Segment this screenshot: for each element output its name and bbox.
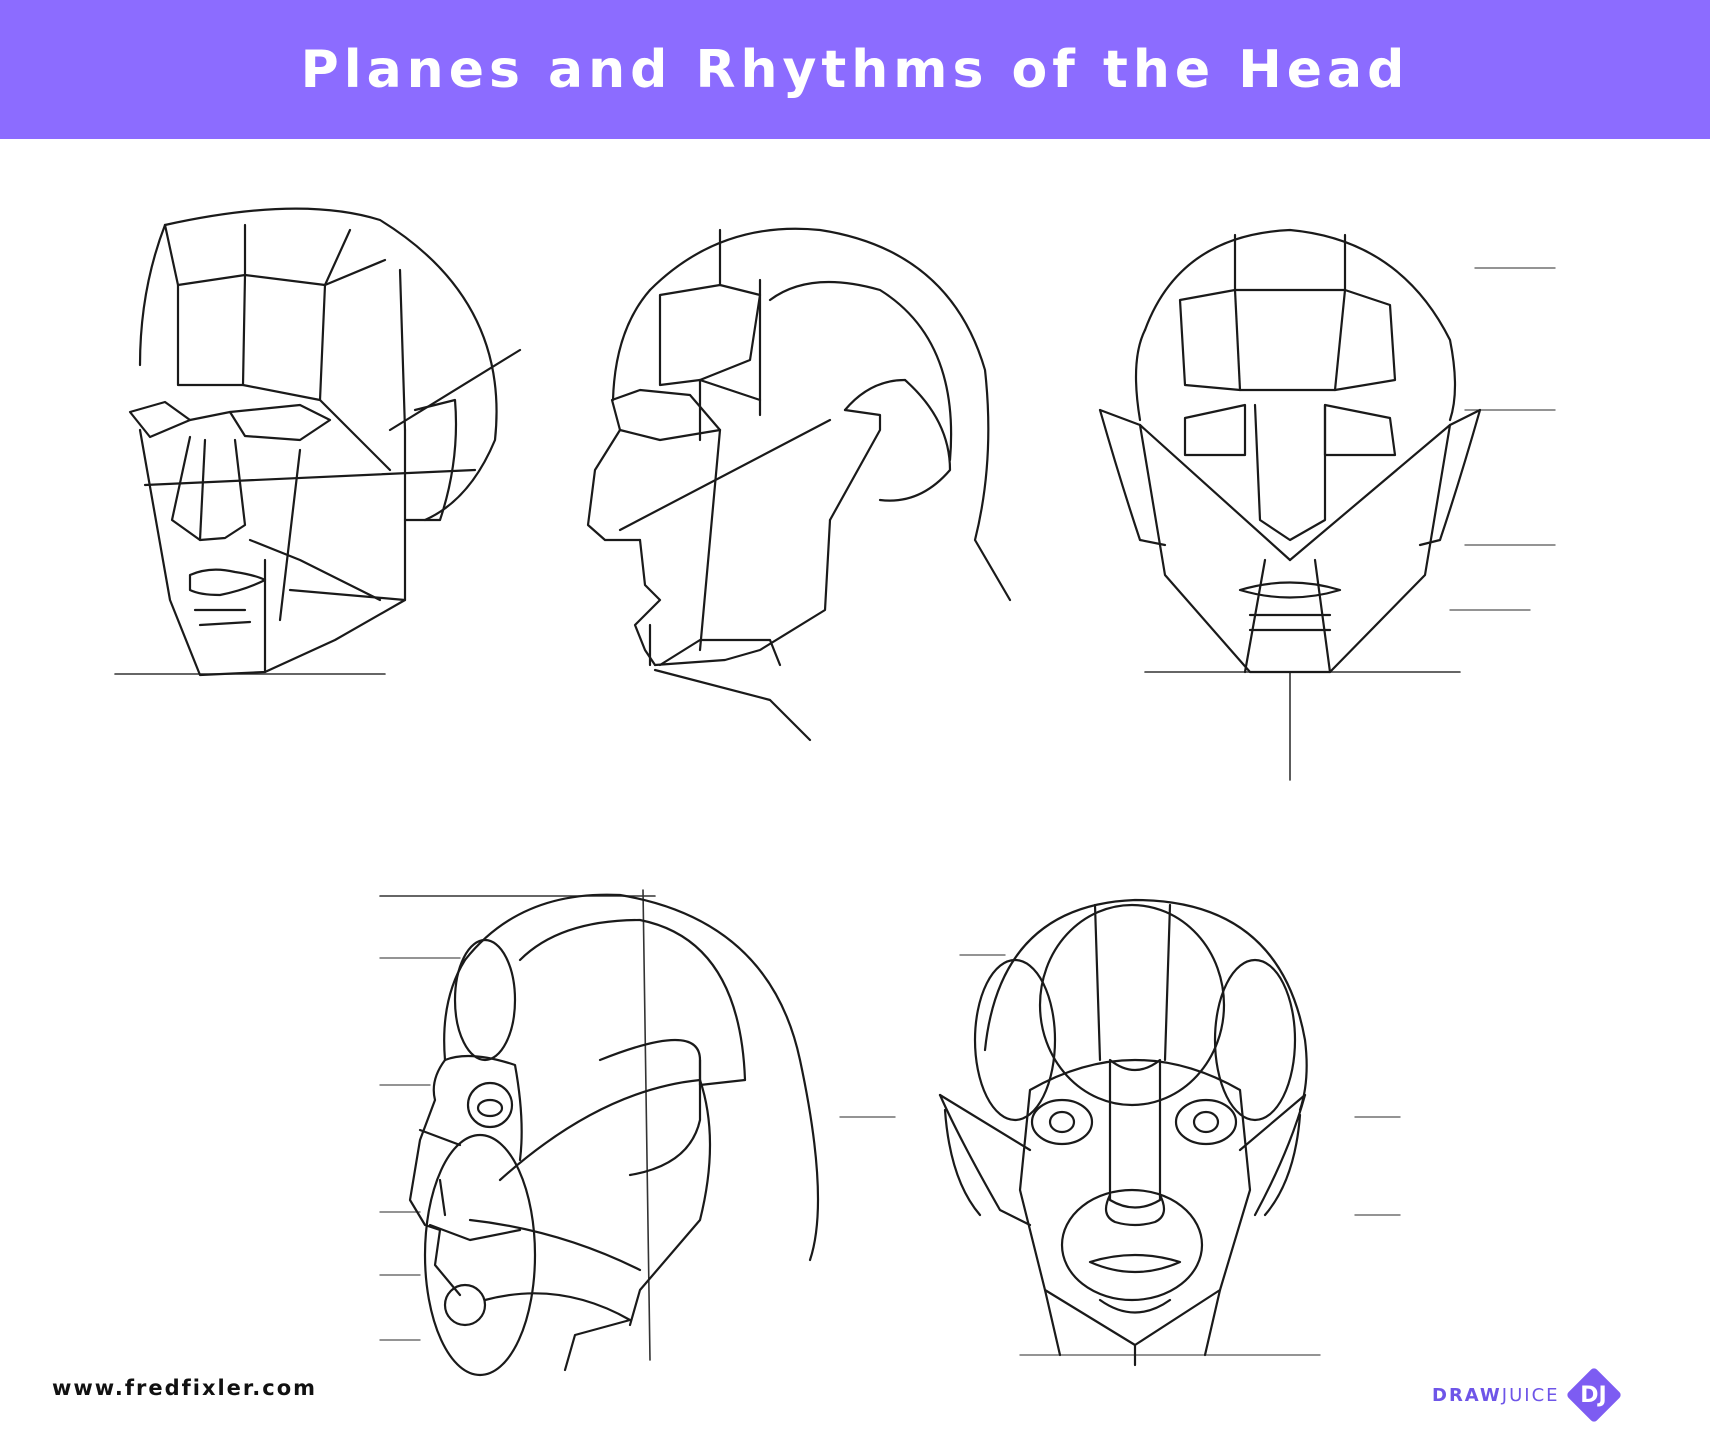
- logo-word-bold: DRAW: [1432, 1384, 1502, 1406]
- sketch-canvas: [114, 207, 1556, 1377]
- website-url[interactable]: www.fredfixler.com: [52, 1376, 318, 1400]
- logo-initials: DJ: [1580, 1382, 1607, 1408]
- logo-word-light: JUICE: [1501, 1384, 1560, 1406]
- logo-wordmark: DRAWJUICE: [1432, 1385, 1560, 1406]
- three-quarter-planar-head: [114, 207, 522, 677]
- title-banner: Planes and Rhythms of the Head: [0, 0, 1710, 139]
- profile-rhythm-head: [379, 889, 896, 1377]
- front-planar-head: [1098, 228, 1556, 781]
- profile-planar-head: [586, 227, 1012, 742]
- page-title: Planes and Rhythms of the Head: [300, 39, 1410, 100]
- front-rhythm-head: [938, 898, 1401, 1367]
- drawjuice-logo: DRAWJUICE DJ: [1432, 1355, 1664, 1435]
- sketch-sheet: [0, 139, 1710, 1455]
- dj-diamond-icon: DJ: [1564, 1365, 1624, 1425]
